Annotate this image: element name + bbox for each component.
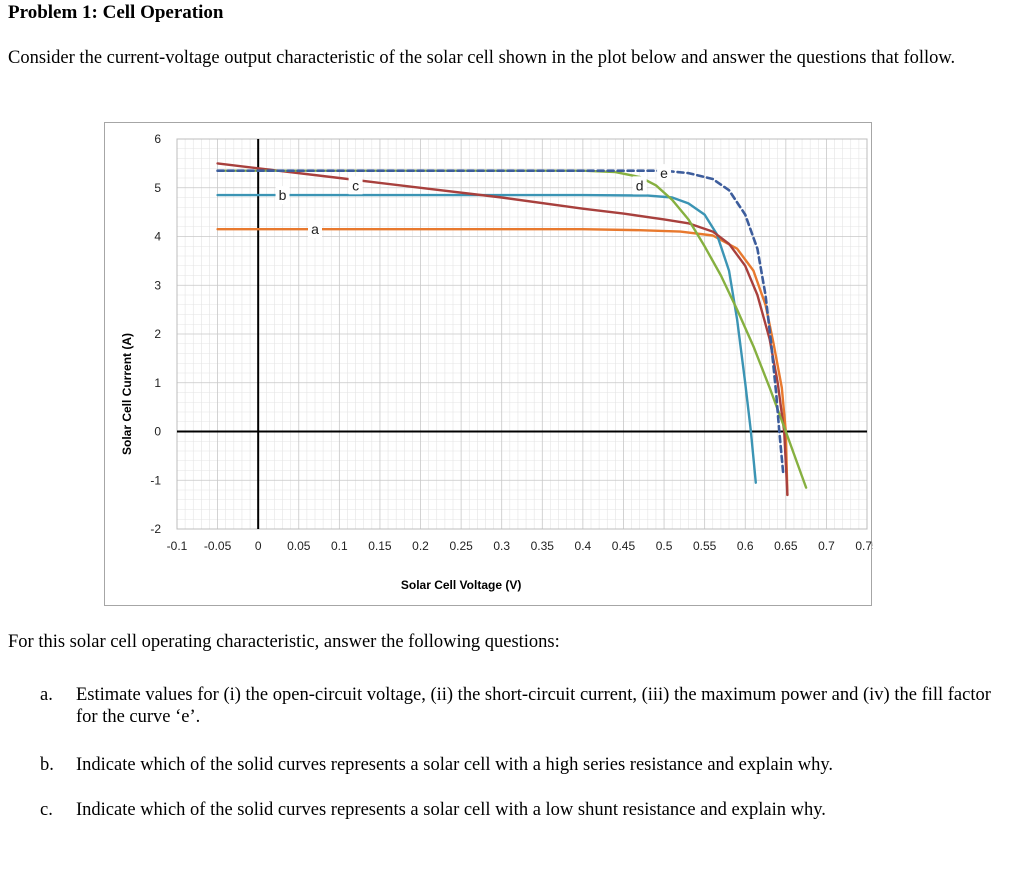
- series-line-e: [216, 169, 785, 477]
- series-group: [216, 162, 808, 497]
- curve-label-d: d: [636, 177, 644, 193]
- curve-label-bg-c: [348, 176, 363, 195]
- iv-chart-svg: a b c de -0.1 -0.05 0 0.05 0.1 0.15 0.2 0.25 0.3 0.3…: [120, 132, 873, 592]
- curve-label-bg-e: [657, 164, 672, 183]
- x-tick-label: 0.6: [737, 539, 754, 553]
- x-tick-label: 0.75: [855, 539, 873, 553]
- question-c: c. Indicate which of the solid curves re…: [40, 799, 1000, 823]
- question-a-label: a.: [40, 685, 53, 705]
- x-tick-label: 0.05: [287, 539, 311, 553]
- y-tick-label: 5: [154, 181, 161, 195]
- question-b-label: b.: [40, 755, 54, 775]
- tick-labels: -0.1 -0.05 0 0.05 0.1 0.15 0.2 0.25 0.3 0.35 0.4 0.…: [150, 132, 873, 553]
- y-tick-label: -1: [150, 473, 161, 487]
- series-line-d: [216, 169, 808, 489]
- x-tick-label: 0: [255, 539, 262, 553]
- x-tick-label: -0.05: [204, 539, 232, 553]
- problem-title: Problem 1: Cell Operation: [8, 2, 224, 23]
- curve-label-c: c: [352, 177, 359, 193]
- series-line-a: [216, 228, 789, 497]
- x-tick-label: 0.4: [575, 539, 592, 553]
- y-axis-title: Solar Cell Current (A): [120, 333, 134, 455]
- y-tick-label: 4: [154, 230, 161, 244]
- x-tick-label: 0.5: [656, 539, 673, 553]
- series-line-b: [216, 193, 757, 484]
- curve-labels: a b c de: [275, 164, 672, 239]
- curve-label-bg-b: [275, 186, 290, 205]
- question-b: b. Indicate which of the solid curves re…: [40, 754, 1000, 778]
- x-tick-label: 0.15: [368, 539, 392, 553]
- y-tick-label: -2: [150, 522, 161, 536]
- curve-label-bg-a: [308, 220, 322, 239]
- x-tick-label: 0.1: [331, 539, 348, 553]
- x-tick-label: 0.3: [493, 539, 510, 553]
- y-tick-label: 6: [154, 132, 161, 146]
- curve-label-bg-d: [632, 176, 647, 195]
- question-a: a. Estimate values for (i) the open-circ…: [40, 684, 1000, 730]
- x-tick-label: 0.65: [774, 539, 798, 553]
- plot-area: [176, 138, 868, 530]
- x-axis-title: Solar Cell Voltage (V): [401, 578, 521, 592]
- x-tick-label: 0.45: [612, 539, 636, 553]
- y-tick-label: 2: [154, 327, 161, 341]
- y-tick-label: 0: [154, 425, 161, 439]
- curve-label-b: b: [279, 187, 287, 203]
- question-c-text: Indicate which of the solid curves repre…: [76, 800, 826, 820]
- curve-label-a: a: [311, 221, 319, 237]
- question-a-text: Estimate values for (i) the open-circuit…: [76, 685, 991, 727]
- y-tick-label: 3: [154, 278, 161, 292]
- x-tick-label: 0.35: [531, 539, 555, 553]
- curve-label-e: e: [660, 165, 668, 181]
- question-b-text: Indicate which of the solid curves repre…: [76, 755, 834, 775]
- questions-lead: For this solar cell operating characteri…: [8, 632, 560, 652]
- y-tick-label: 1: [154, 376, 161, 390]
- question-c-label: c.: [40, 800, 53, 820]
- x-tick-label: -0.1: [167, 539, 188, 553]
- x-tick-label: 0.2: [412, 539, 429, 553]
- x-tick-label: 0.55: [693, 539, 717, 553]
- x-tick-label: 0.25: [449, 539, 473, 553]
- x-tick-label: 0.7: [818, 539, 835, 553]
- problem-intro: Consider the current-voltage output char…: [8, 48, 956, 68]
